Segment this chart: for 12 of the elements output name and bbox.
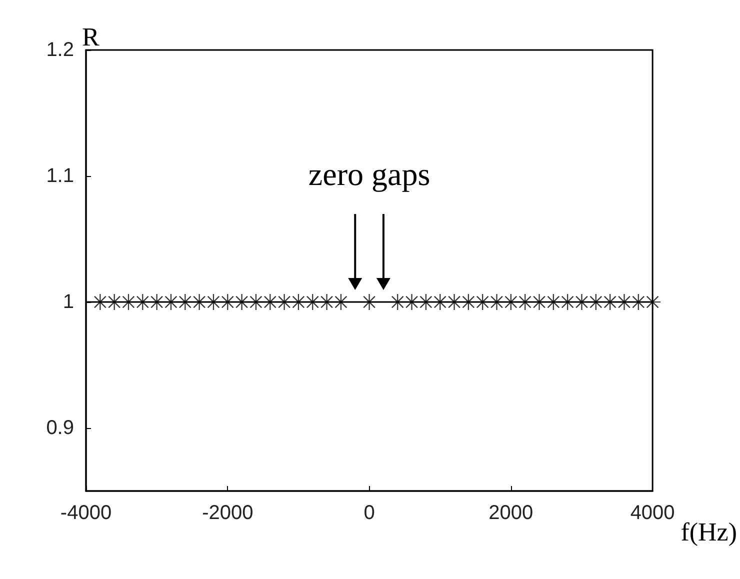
x-tick-label: -2000 [202,502,254,524]
y-tick-label: 0.9 [46,417,74,439]
x-tick-label: -4000 [60,502,112,524]
x-tick-label: 2000 [488,502,534,524]
y-tick-label: 1.1 [46,165,74,187]
y-axis-title: R [82,22,100,52]
x-tick-label: 4000 [630,502,675,524]
y-tick-label: 1.2 [46,39,74,61]
x-tick-label: 0 [364,502,375,524]
x-axis-title: f(Hz) [680,518,738,546]
annotation: zero gaps [308,156,430,192]
y-tick-label: 1 [62,291,74,313]
